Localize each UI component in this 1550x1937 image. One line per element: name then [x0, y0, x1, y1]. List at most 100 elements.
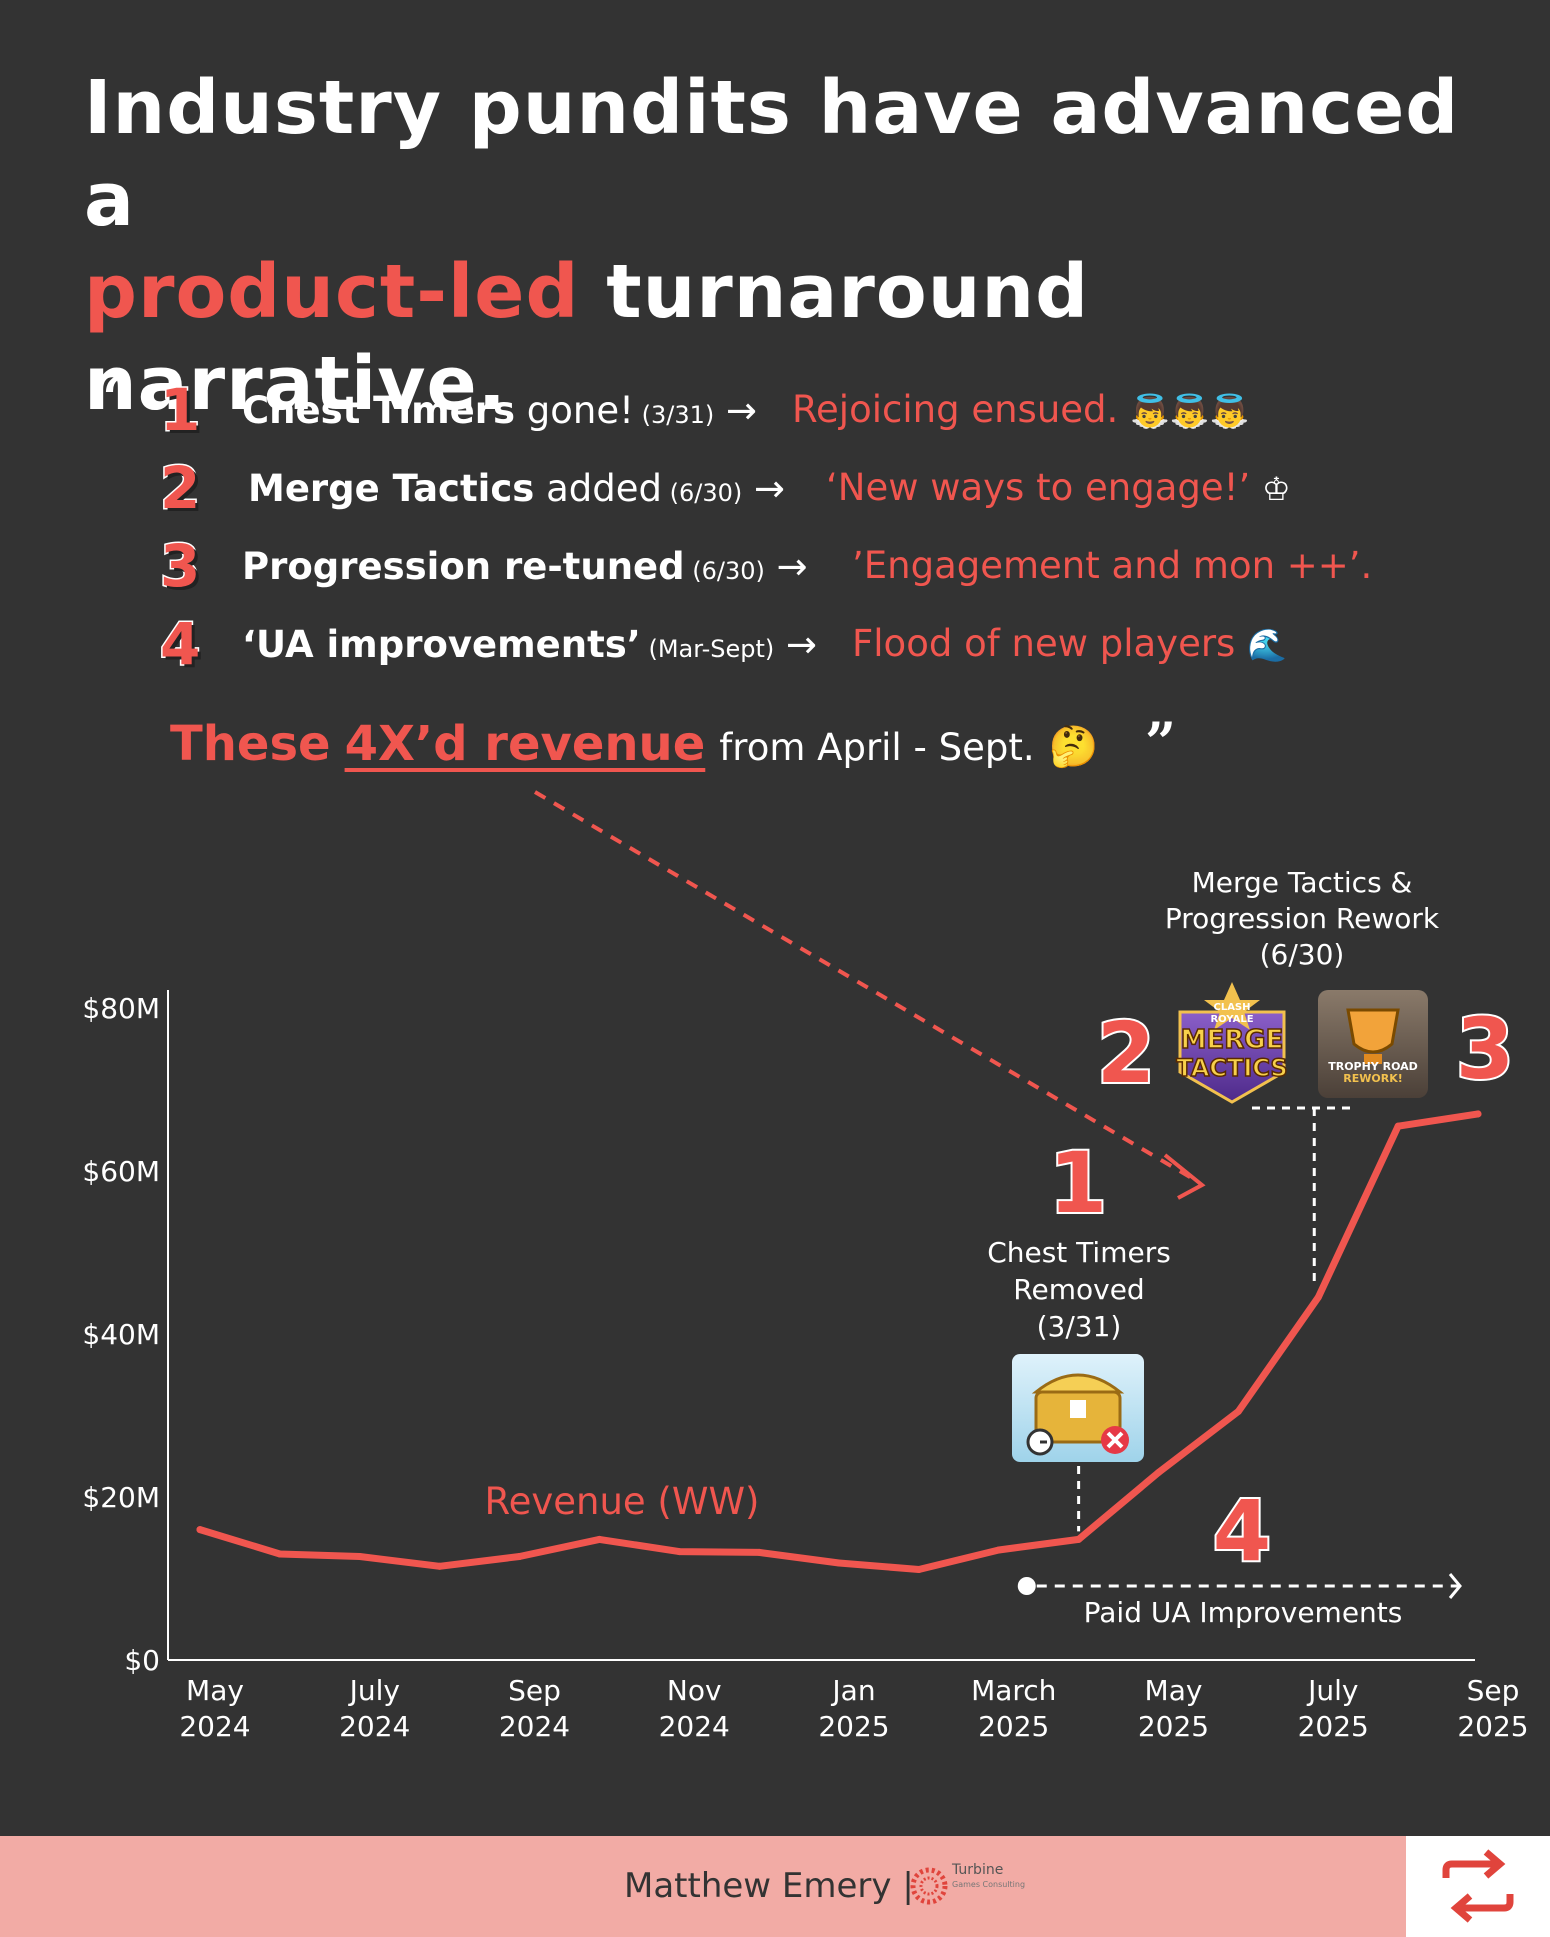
claim-number-4: 4 [159, 609, 202, 680]
trophy-logo-line1: TROPHY ROAD [1328, 1060, 1418, 1073]
merge-tactics-logo-icon: CLASH ROYALE MERGE TACTICS [1176, 982, 1288, 1104]
claim-effect-1: Rejoicing ensued. 👼👼👼 [792, 388, 1250, 431]
headline-accent: product-led [84, 249, 580, 335]
x-tick-label: Sep [1467, 1674, 1520, 1707]
headline-line2: turnaround narrative. [84, 249, 1090, 427]
x-tick-label: March [971, 1674, 1056, 1707]
x-tick-label: 2025 [1457, 1710, 1528, 1743]
headline-line1: Industry pundits have advanced a [84, 65, 1460, 243]
revenue-point [356, 1552, 364, 1560]
x-tick-label: 2025 [1138, 1710, 1209, 1743]
claim-effect-2: ‘New ways to engage!’ ♔ [826, 466, 1291, 509]
claim-item-1: 1 Chest Timers gone! (3/31) → [159, 375, 757, 446]
footer-author: Matthew Emery | [624, 1866, 914, 1906]
pointer-arrow-head [1163, 1153, 1206, 1200]
footer-brand-sub: Games Consulting [952, 1880, 1026, 1889]
annotation-number-3: 3 [1456, 1000, 1514, 1098]
trophy-logo-line2: REWORK! [1343, 1072, 1402, 1085]
claim-item-4: 4 ‘UA improvements’ (Mar-Sept) → [159, 609, 818, 680]
quote-open-mark: “ [90, 366, 122, 430]
revenue-point [835, 1559, 843, 1567]
merge-logo-line4: TACTICS [1176, 1054, 1287, 1082]
chest-timer-icon [1012, 1354, 1144, 1462]
x-tick-label: May [186, 1674, 244, 1707]
claim-effect-3: ’Engagement and mon ++’. [852, 544, 1373, 587]
summary-line: These 4X’d revenue from April - Sept. 🤔 [170, 716, 1098, 772]
claim-item-2: 2 Merge Tactics added (6/30) → [159, 453, 786, 524]
trophy-road-rework-icon: TROPHY ROAD REWORK! [1318, 990, 1428, 1098]
merge-logo-line1: CLASH [1213, 1002, 1250, 1013]
claim-item-3: 3 Progression re-tuned (6/30) → [159, 531, 808, 602]
y-tick-label: $0 [124, 1644, 160, 1677]
revenue-point [995, 1546, 1003, 1554]
x-tick-label: May [1145, 1674, 1203, 1707]
revenue-point [675, 1548, 683, 1556]
x-tick-label: 2024 [179, 1710, 250, 1743]
x-tick-label: 2025 [1298, 1710, 1369, 1743]
revenue-point [196, 1526, 204, 1534]
y-tick-label: $40M [82, 1318, 160, 1351]
y-tick-label: $80M [82, 992, 160, 1025]
x-tick-label: Sep [508, 1674, 561, 1707]
y-tick-label: $20M [82, 1481, 160, 1514]
wave-icon: 🌊 [1247, 626, 1287, 664]
summary-emphasis: 4X’d revenue [344, 716, 706, 772]
x-tick-label: July [1306, 1674, 1358, 1707]
revenue-point [915, 1566, 923, 1574]
revenue-point [276, 1550, 284, 1558]
claim-number-2: 2 [159, 453, 202, 524]
merge-title-line1: Merge Tactics & [1192, 866, 1413, 899]
series-label: Revenue (WW) [485, 1480, 760, 1523]
footer: Matthew Emery | Turbine Games Consulting [0, 1836, 1550, 1937]
claim-effect-4: Flood of new players 🌊 [852, 622, 1287, 665]
headline: Industry pundits have advanced a product… [84, 62, 1504, 430]
repost-icon [1442, 1849, 1514, 1923]
claim-text-3: Progression re-tuned (6/30) → [242, 544, 808, 588]
revenue-point [1474, 1110, 1482, 1118]
revenue-point [1155, 1469, 1162, 1477]
repost-button[interactable] [1406, 1836, 1550, 1937]
annotation-number-4: 4 [1213, 1482, 1271, 1580]
x-tick-label: 2025 [818, 1710, 889, 1743]
turbine-logo-icon [910, 1867, 948, 1905]
revenue-point [1314, 1293, 1322, 1301]
revenue-point [516, 1552, 523, 1560]
claim-text-4: ‘UA improvements’ (Mar-Sept) → [242, 622, 818, 666]
ua-label: Paid UA Improvements [1084, 1596, 1403, 1629]
x-tick-label: Nov [667, 1674, 722, 1707]
x-tick-label: Jan [830, 1674, 875, 1707]
claim-number-3: 3 [159, 531, 202, 602]
merge-logo-line3: MERGE [1181, 1025, 1284, 1055]
annotation-number-1: 1 [1049, 1134, 1107, 1232]
y-tick-label: $60M [82, 1155, 160, 1188]
chest-label-line1: Chest Timers [987, 1236, 1171, 1269]
revenue-point [595, 1535, 603, 1543]
pointer-arrow-line [533, 790, 1197, 1182]
merge-logo-line2: ROYALE [1210, 1014, 1253, 1025]
merge-title-line3: (6/30) [1260, 938, 1345, 971]
x-tick-label: 2024 [339, 1710, 410, 1743]
chest-label-line2: Removed [1013, 1273, 1144, 1306]
revenue-point [436, 1562, 444, 1570]
footer-brand: Turbine [952, 1862, 1004, 1878]
chest-label-line3: (3/31) [1037, 1310, 1122, 1343]
x-tick-label: 2024 [659, 1710, 730, 1743]
x-tick-label: July [348, 1674, 400, 1707]
x-tick-label: 2025 [978, 1710, 1049, 1743]
claim-text-2: Merge Tactics added (6/30) → [248, 466, 786, 510]
ua-start-dot [1017, 1577, 1036, 1595]
revenue-point [755, 1548, 763, 1556]
revenue-point [1075, 1535, 1083, 1543]
revenue-point [1234, 1407, 1242, 1415]
ua-arrow-head [1448, 1573, 1462, 1599]
crown-icon: ♔ [1261, 470, 1291, 508]
claim-text-1: Chest Timers gone! (3/31) → [242, 388, 757, 432]
merge-title-line2: Progression Rework [1165, 902, 1440, 935]
quote-close-mark: ” [1145, 710, 1177, 774]
summary-rest: from April - Sept. [719, 726, 1035, 769]
summary-lead: These [170, 716, 331, 772]
x-tick-label: 2024 [499, 1710, 570, 1743]
revenue-series-line [196, 1110, 1482, 1573]
claim-number-1: 1 [159, 375, 202, 446]
